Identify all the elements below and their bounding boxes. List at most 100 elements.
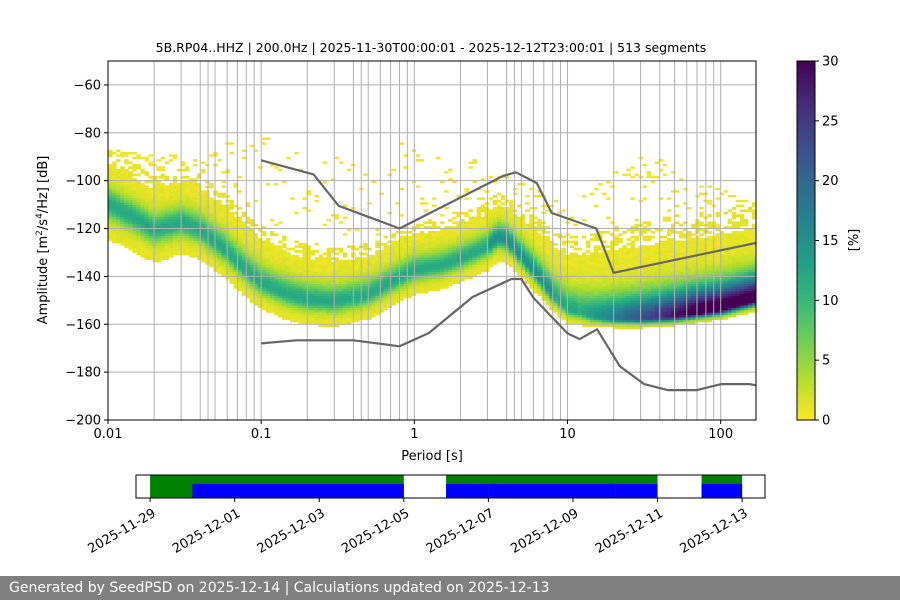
heatmap-cell (342, 254, 348, 258)
heatmap-cell (504, 252, 510, 256)
heatmap-cell (140, 214, 145, 217)
heatmap-cell (484, 226, 490, 229)
heatmap-cell (197, 209, 202, 213)
heatmap-cell (205, 257, 210, 261)
heatmap-cell (108, 183, 113, 186)
heatmap-cell (598, 307, 603, 311)
heatmap-cell (679, 245, 684, 249)
heatmap-cell (432, 288, 437, 292)
heatmap-cell (476, 271, 481, 275)
heatmap-cell (112, 226, 117, 229)
heatmap-cell (189, 209, 194, 213)
heatmap-cell (521, 228, 526, 232)
heatmap-cell (614, 300, 619, 304)
heatmap-cell (658, 293, 664, 296)
heatmap-cell (176, 204, 182, 208)
heatmap-cell (306, 245, 311, 249)
heatmap-cell (529, 226, 534, 229)
heatmap-cell (314, 309, 319, 313)
heatmap-cell (594, 254, 599, 258)
heatmap-cell (241, 233, 247, 237)
heatmap-cell (338, 276, 344, 280)
heatmap-cell (164, 202, 170, 205)
heatmap-cell (407, 285, 413, 289)
heatmap-cell (253, 283, 259, 287)
heatmap-cell (355, 274, 360, 277)
heatmap-cell (513, 228, 518, 232)
heatmap-cell (630, 269, 635, 273)
heatmap-cell (286, 266, 291, 270)
heatmap-cell (630, 252, 635, 256)
heatmap-cell (124, 242, 129, 246)
heatmap-cell (561, 312, 567, 316)
heatmap-cell (675, 307, 680, 311)
heatmap-cell (116, 195, 121, 198)
heatmap-cell (156, 209, 162, 213)
heatmap-cell (120, 204, 125, 208)
heatmap-outlier-cell (444, 206, 449, 210)
heatmap-outlier-cell (468, 161, 473, 164)
heatmap-cell (375, 285, 380, 289)
heatmap-cell (241, 242, 247, 246)
heatmap-cell (432, 285, 437, 289)
heatmap-cell (298, 319, 303, 323)
heatmap-cell (379, 278, 384, 282)
heatmap-cell (399, 293, 405, 296)
heatmap-cell (561, 293, 567, 296)
heatmap-cell (290, 285, 295, 289)
heatmap-cell (561, 240, 567, 244)
heatmap-cell (687, 269, 692, 273)
heatmap-outlier-cell (606, 216, 611, 219)
heatmap-cell (448, 274, 453, 277)
heatmap-cell (415, 271, 421, 275)
heatmap-cell (391, 288, 396, 292)
heatmap-cell (622, 307, 627, 311)
heatmap-cell (189, 252, 194, 256)
heatmap-cell (634, 288, 639, 292)
heatmap-cell (241, 252, 247, 256)
heatmap-outlier-cell (529, 206, 534, 210)
heatmap-cell (193, 226, 198, 229)
heatmap-cell (407, 290, 413, 294)
heatmap-cell (245, 264, 251, 268)
heatmap-cell (476, 238, 481, 241)
heatmap-cell (707, 266, 712, 270)
heatmap-cell (464, 211, 469, 215)
heatmap-cell (606, 302, 611, 306)
heatmap-cell (472, 269, 477, 273)
heatmap-cell (318, 254, 324, 258)
heatmap-cell (156, 190, 162, 194)
heatmap-cell (261, 242, 267, 246)
heatmap-cell (156, 238, 162, 241)
heatmap-cell (168, 209, 174, 213)
heatmap-cell (342, 266, 348, 270)
heatmap-cell (679, 307, 684, 311)
heatmap-cell (452, 238, 457, 241)
heatmap-cell (209, 202, 214, 205)
heatmap-cell (654, 285, 660, 289)
heatmap-cell (610, 245, 615, 249)
heatmap-cell (367, 288, 372, 292)
heatmap-cell (452, 271, 457, 275)
heatmap-cell (270, 309, 275, 313)
heatmap-cell (537, 293, 542, 296)
heatmap-cell (683, 276, 688, 280)
heatmap-cell (176, 216, 182, 220)
heatmap-cell (342, 295, 348, 299)
heatmap-cell (427, 226, 433, 229)
heatmap-cell (670, 262, 676, 265)
heatmap-cell (338, 305, 344, 308)
heatmap-cell (476, 242, 481, 246)
heatmap-cell (168, 226, 174, 229)
heatmap-cell (675, 305, 680, 308)
heatmap-cell (626, 319, 631, 323)
heatmap-cell (205, 245, 210, 249)
heatmap-cell (585, 288, 591, 292)
heatmap-cell (399, 271, 405, 275)
heatmap-outlier-cell (642, 197, 648, 200)
heatmap-cell (666, 271, 672, 275)
heatmap-cell (180, 238, 186, 241)
heatmap-cell (407, 238, 413, 241)
heatmap-cell (237, 223, 243, 227)
heatmap-cell (152, 190, 157, 194)
